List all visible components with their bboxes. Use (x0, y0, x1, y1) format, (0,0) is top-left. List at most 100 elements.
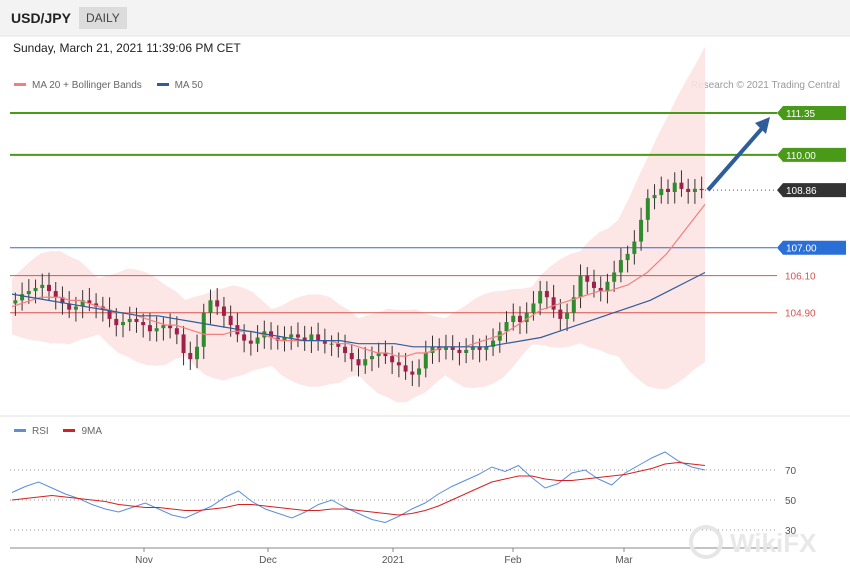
period-badge[interactable]: DAILY (79, 7, 127, 29)
candle-body (107, 309, 112, 319)
candle-body (612, 272, 617, 282)
level-tag-107-00: 107.00 (777, 240, 846, 255)
candle-body (114, 318, 119, 326)
chart-datetime: Sunday, March 21, 2021 11:39:06 PM CET (13, 41, 241, 55)
candle-body (181, 334, 186, 353)
candle-body (679, 182, 684, 189)
candle-body (625, 253, 630, 261)
candle-body (343, 346, 348, 353)
candle-body (87, 300, 92, 304)
candle-body (457, 349, 462, 353)
forecast-arrow-head (755, 117, 770, 135)
candle-body (699, 188, 704, 191)
symbol-title: USD/JPY (11, 10, 71, 26)
candle-body (390, 356, 395, 363)
x-tick-label: Feb (504, 555, 522, 566)
legend-9ma: 9MA (63, 426, 102, 437)
candle-body (336, 343, 341, 347)
candle-body (423, 352, 428, 369)
candle-body (302, 337, 307, 341)
candle-body (221, 306, 226, 316)
candle-body (639, 219, 644, 242)
candle-body (13, 300, 18, 304)
candle-body (316, 334, 321, 341)
candle-body (618, 260, 623, 273)
candle-body (161, 325, 166, 329)
ma20-line (11, 203, 706, 357)
level-tag-108-86: 108.86 (777, 183, 846, 198)
candle-body (605, 281, 610, 292)
rsi-axis-label: 70 (785, 466, 797, 477)
candle-body (255, 337, 260, 344)
candle-body (168, 325, 173, 329)
candle-body (322, 340, 327, 344)
level-label: 111.35 (786, 109, 816, 120)
candle-body (524, 312, 529, 323)
level-tag-106-10: 106.10 (785, 272, 816, 283)
level-tag-110-00: 110.00 (777, 147, 846, 162)
level-tag-104-90: 104.90 (785, 309, 816, 320)
level-tag-bg (777, 147, 846, 162)
candle-body (20, 294, 25, 301)
candle-body (598, 287, 603, 292)
candle-body (565, 312, 570, 319)
candle-body (558, 309, 563, 319)
legend-rsi: RSI (14, 426, 51, 437)
candle-body (127, 318, 132, 323)
level-tag-bg (777, 106, 846, 121)
candle-body (369, 356, 374, 360)
candle-body (417, 368, 422, 375)
candle-body (269, 331, 274, 338)
credit-text: Research © 2021 Trading Central (690, 80, 840, 91)
candle-body (356, 359, 361, 366)
candle-body (470, 346, 475, 350)
candle-body (349, 352, 354, 360)
level-tag-bg (777, 240, 846, 255)
candle-body (208, 300, 213, 313)
candle-body (228, 315, 233, 326)
level-tag-111-35: 111.35 (777, 106, 846, 121)
level-tag-bg (777, 183, 846, 198)
candle-body (363, 359, 368, 366)
legend-ma50-label: MA 50 (174, 80, 203, 91)
candle-body (538, 291, 543, 304)
main-legend: MA 20 + Bollinger Bands MA 50 (14, 80, 215, 91)
candle-body (376, 352, 381, 357)
candle-body (309, 334, 314, 341)
candle-body (147, 325, 152, 332)
watermark-logo-icon (689, 525, 723, 559)
candle-body (174, 328, 179, 335)
rsi-ma-line (11, 461, 706, 516)
legend-9ma-label: 9MA (81, 426, 103, 437)
rsi-legend: RSI 9MA (14, 426, 114, 437)
candle-body (632, 241, 637, 254)
candle-body (692, 188, 697, 192)
x-tick-label: 2021 (382, 555, 405, 566)
candle-body (141, 322, 146, 326)
candle-body (94, 303, 99, 307)
candle-body (201, 312, 206, 347)
candle-body (551, 297, 556, 310)
ma50-line (11, 271, 706, 348)
legend-ma20: MA 20 + Bollinger Bands (14, 80, 145, 91)
legend-9ma-swatch (63, 428, 76, 432)
candle-body (477, 346, 482, 350)
level-label: 110.00 (786, 151, 816, 162)
candle-body (652, 195, 657, 199)
candle-body (585, 275, 590, 282)
candle-body (511, 315, 516, 323)
x-tick-label: Mar (615, 555, 633, 566)
candle-body (282, 337, 287, 341)
candle-body (40, 284, 45, 288)
candle-body (60, 297, 65, 304)
candle-body (578, 275, 583, 298)
candle-body (464, 349, 469, 353)
rsi-axis-label: 50 (785, 496, 797, 507)
candle-body (484, 346, 489, 350)
candle-body (672, 182, 677, 192)
x-tick-label: Nov (135, 555, 153, 566)
candle-body (154, 328, 159, 332)
rsi-line (11, 451, 706, 524)
candle-body (33, 287, 38, 292)
